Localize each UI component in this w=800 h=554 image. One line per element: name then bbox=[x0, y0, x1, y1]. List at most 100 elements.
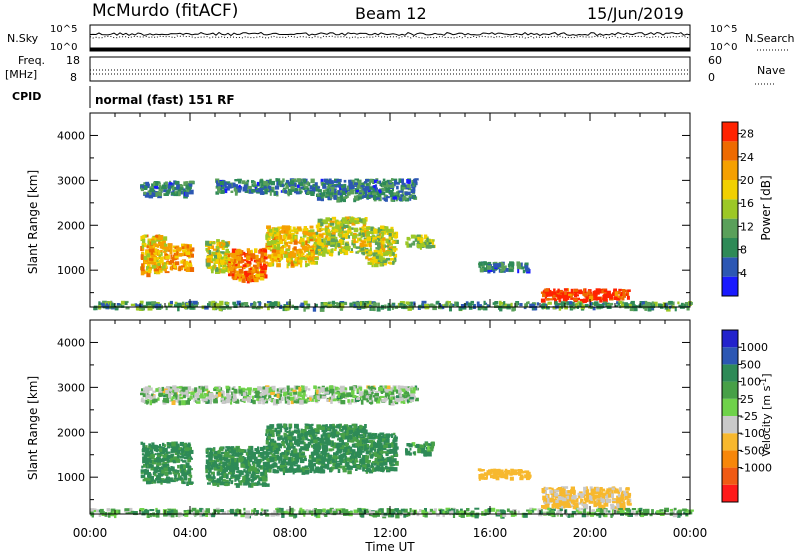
data-cell-2 bbox=[268, 468, 272, 473]
data-cell-5 bbox=[340, 222, 344, 227]
data-cell-2 bbox=[290, 461, 296, 466]
data-cell-2 bbox=[328, 448, 333, 452]
data-cell-13 bbox=[448, 301, 451, 304]
data-cell-3 bbox=[374, 457, 378, 461]
data-cell-11 bbox=[524, 262, 529, 266]
data-cell-7 bbox=[424, 239, 428, 243]
data-cell-13 bbox=[615, 305, 619, 308]
data-cell-5 bbox=[218, 388, 221, 392]
data-cell-8 bbox=[186, 188, 192, 191]
data-cell-6 bbox=[383, 230, 387, 235]
data-cell-6 bbox=[373, 263, 379, 268]
data-cell-5 bbox=[315, 250, 318, 255]
data-cell-3 bbox=[250, 266, 254, 271]
data-cell-1 bbox=[250, 475, 255, 478]
data-cell-5 bbox=[375, 390, 379, 395]
data-cell-13 bbox=[359, 301, 363, 307]
data-cell-2 bbox=[338, 445, 342, 449]
nsky-label: N.Sky bbox=[7, 32, 39, 45]
y-tick-label: 1000 bbox=[57, 264, 85, 277]
data-cell-4 bbox=[280, 246, 285, 249]
data-cell-12 bbox=[557, 288, 560, 293]
data-cell-3 bbox=[394, 453, 399, 457]
data-cell-0 bbox=[177, 472, 181, 478]
data-cell-3 bbox=[379, 462, 384, 467]
data-cell-8 bbox=[156, 181, 161, 184]
data-cell-13 bbox=[365, 303, 370, 308]
data-cell-12 bbox=[557, 294, 562, 300]
data-cell-3 bbox=[237, 260, 243, 264]
data-cell-3 bbox=[230, 258, 234, 262]
data-cell-4 bbox=[419, 444, 425, 448]
data-cell-6 bbox=[380, 244, 384, 249]
data-cell-7 bbox=[425, 245, 429, 249]
data-cell-10 bbox=[326, 188, 330, 194]
data-cell-0 bbox=[164, 458, 169, 461]
power-colorbar-swatch bbox=[722, 276, 738, 296]
data-cell-12 bbox=[552, 292, 557, 295]
data-cell-5 bbox=[344, 216, 350, 220]
data-cell-2 bbox=[309, 429, 314, 435]
data-cell-6 bbox=[391, 241, 395, 244]
data-cell-2 bbox=[360, 450, 365, 453]
data-cell-13 bbox=[650, 303, 656, 308]
data-cell-2 bbox=[359, 458, 362, 464]
data-cell-10 bbox=[350, 181, 353, 186]
data-cell-5 bbox=[316, 229, 322, 233]
data-cell-5 bbox=[330, 248, 334, 253]
data-cell-3 bbox=[378, 442, 383, 446]
data-cell-2 bbox=[315, 460, 319, 464]
data-cell-4 bbox=[427, 448, 431, 451]
data-cell-5 bbox=[341, 226, 344, 231]
data-cell-2 bbox=[283, 423, 287, 428]
data-cell-13 bbox=[391, 305, 394, 310]
data-cell-1 bbox=[243, 481, 248, 486]
data-cell-2 bbox=[282, 470, 285, 476]
data-cell-12 bbox=[546, 297, 550, 301]
data-cell-1 bbox=[220, 451, 225, 454]
data-cell-1 bbox=[208, 469, 212, 473]
data-cell-2 bbox=[332, 462, 337, 467]
data-cell-2 bbox=[310, 427, 314, 431]
data-cell-0 bbox=[164, 471, 169, 476]
data-cell-10 bbox=[393, 192, 398, 195]
data-cell-7 bbox=[416, 234, 421, 237]
data-cell-3 bbox=[261, 267, 266, 271]
data-cell-6 bbox=[380, 257, 385, 263]
data-cell-9 bbox=[217, 187, 221, 191]
data-cell-0 bbox=[187, 442, 191, 446]
nsky-trace bbox=[89, 31, 691, 37]
data-cell-4 bbox=[290, 261, 294, 267]
data-cell-6 bbox=[378, 238, 381, 242]
data-cell-3 bbox=[374, 449, 377, 452]
data-cell-2 bbox=[315, 437, 318, 440]
data-cell-4 bbox=[277, 226, 282, 230]
data-cell-7 bbox=[428, 242, 432, 245]
data-cell-2 bbox=[282, 468, 286, 473]
data-cell-1 bbox=[212, 448, 215, 452]
data-cell-3 bbox=[369, 448, 373, 453]
data-cell-9 bbox=[226, 181, 231, 185]
data-cell-3 bbox=[376, 440, 382, 445]
data-cell-13 bbox=[584, 303, 589, 307]
data-cell-3 bbox=[241, 274, 245, 279]
data-cell-0 bbox=[146, 272, 151, 278]
data-cell-13 bbox=[547, 301, 552, 305]
data-cell-3 bbox=[365, 455, 369, 459]
data-cell-9 bbox=[298, 186, 302, 192]
data-cell-0 bbox=[142, 269, 146, 275]
data-cell-3 bbox=[259, 265, 264, 269]
data-cell-10 bbox=[366, 194, 371, 199]
data-cell-11 bbox=[483, 267, 487, 272]
data-cell-9 bbox=[286, 180, 289, 183]
data-cell-0 bbox=[186, 481, 189, 486]
data-cell-5 bbox=[347, 235, 351, 239]
data-cell-0 bbox=[159, 467, 162, 471]
data-cell-9 bbox=[221, 182, 227, 187]
data-cell-10 bbox=[331, 187, 335, 192]
data-cell-10 bbox=[331, 192, 337, 195]
data-cell-2 bbox=[352, 437, 357, 442]
data-cell-5 bbox=[337, 243, 341, 248]
data-cell-11 bbox=[498, 263, 501, 267]
